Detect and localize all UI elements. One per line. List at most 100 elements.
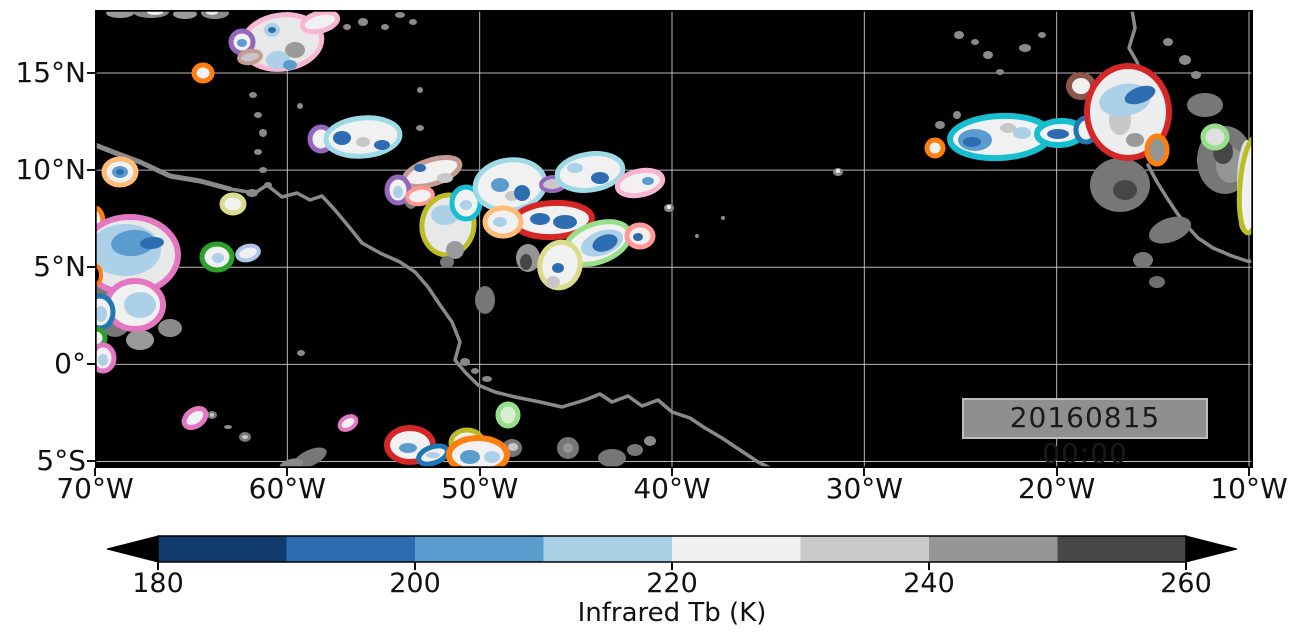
cloud-blob [242, 435, 248, 439]
cloud-blob [279, 458, 303, 468]
x-axis-tick-label: 40°W [633, 472, 711, 505]
cloud-blob [552, 263, 564, 273]
x-axis-tick-label: 50°W [440, 472, 519, 505]
cluster-contour-blob [924, 137, 946, 159]
cloud-blob [1133, 252, 1153, 268]
cloud-blob [106, 10, 134, 18]
cloud-blob [953, 111, 961, 119]
y-axis-tick [87, 460, 95, 463]
x-axis-tick [1055, 468, 1058, 476]
cloud-blob [333, 131, 351, 145]
cloud-blob [1019, 44, 1031, 52]
cluster-contour-blob [219, 192, 247, 216]
cloud-blob [1163, 38, 1173, 46]
cloud-blob [695, 234, 699, 238]
cloud-blob [954, 31, 964, 39]
cloud-blob [482, 376, 492, 382]
cloud-blob [836, 169, 840, 173]
y-axis-tick-label: 0° [54, 347, 86, 381]
colorbar-tick-label: 260 [1160, 568, 1212, 599]
colorbar-segment [158, 536, 288, 562]
cloud-blob [285, 42, 305, 58]
cloud-blob [963, 137, 981, 147]
cloud-blob [356, 137, 370, 147]
x-axis-tick-label: 70°W [56, 472, 134, 505]
cloud-blob [224, 425, 232, 429]
cloud-blob [563, 443, 573, 453]
cloud-blob [259, 167, 267, 173]
colorbar-segment [800, 536, 930, 562]
cloud-blob [254, 149, 262, 155]
cloud-blob [116, 169, 124, 175]
cloud-blob [983, 51, 993, 59]
cloud-blob [514, 185, 530, 201]
coastline [95, 143, 772, 468]
cloud-blob [416, 125, 424, 131]
x-axis-tick [670, 468, 673, 476]
cloud-blob [598, 449, 626, 467]
colorbar-under-arrow [106, 535, 159, 563]
y-axis-tick [87, 169, 95, 172]
cloud-blob [237, 39, 247, 47]
map-layers [95, 10, 1253, 468]
map-frame [95, 10, 1253, 468]
cloud-blob [414, 164, 426, 172]
x-axis-tick-label: 10°W [1210, 472, 1288, 505]
cloud-blob [935, 121, 945, 129]
cloud-blob [426, 452, 440, 458]
timestamp-badge: 20160815 00:00 [962, 398, 1208, 470]
cloud-blob [530, 213, 550, 225]
cloud-blob [667, 205, 671, 209]
cloud-blob [283, 60, 297, 70]
map-canvas [95, 10, 1253, 468]
cluster-contour-blob [235, 243, 261, 263]
cloud-blob [996, 69, 1004, 75]
cluster-contour-blob [337, 414, 359, 432]
cloud-blob [417, 87, 423, 93]
cloud-blob [1148, 216, 1192, 244]
cloud-blob [210, 413, 214, 417]
y-axis-tick [87, 363, 95, 366]
cloud-blob [484, 451, 500, 463]
colorbar-tick-label: 220 [646, 568, 698, 599]
cloud-blob [381, 24, 389, 30]
cloud-blob [98, 354, 108, 366]
cloud-blob [297, 103, 303, 109]
cloud-blob [126, 330, 154, 350]
cloud-blob [249, 92, 257, 98]
cloud-blob [1191, 71, 1201, 79]
cloud-blob [508, 443, 518, 451]
cloud-blob [1047, 129, 1069, 139]
cloud-blob [644, 436, 656, 446]
cloud-blob [1149, 276, 1165, 288]
cloud-blob [158, 319, 182, 337]
cloud-blob [1124, 85, 1156, 105]
cloud-blob [358, 18, 368, 26]
y-axis-tick-label: 15°N [15, 56, 86, 90]
cloud-blob [493, 217, 507, 227]
cloud-blob [124, 292, 156, 318]
colorbar-over-arrow [1185, 535, 1238, 563]
cloud-blob [393, 186, 403, 198]
cloud-blob [259, 129, 267, 137]
y-axis-tick [87, 72, 95, 75]
cloud-blob [409, 19, 417, 25]
colorbar-segment [415, 536, 545, 562]
cloud-blob [446, 241, 464, 259]
colorbar-title: Infrared Tb (K) [577, 598, 767, 628]
cluster-contour-blob [237, 48, 263, 66]
cloud-blob [567, 163, 583, 173]
colorbar-segment [543, 536, 673, 562]
y-axis-tick-label: 5°S [36, 444, 86, 478]
cloud-blob [437, 173, 453, 183]
cluster-contour-blob [191, 62, 215, 84]
coastline [95, 142, 233, 192]
cloud-blob [440, 256, 454, 268]
cloud-blob [460, 450, 480, 464]
colorbar-segment [672, 536, 802, 562]
cloud-blob [212, 253, 224, 263]
cloud-blob [553, 215, 577, 229]
cloud-blob [1187, 93, 1223, 117]
cloud-blob [95, 306, 107, 322]
cloud-blob [491, 178, 509, 192]
